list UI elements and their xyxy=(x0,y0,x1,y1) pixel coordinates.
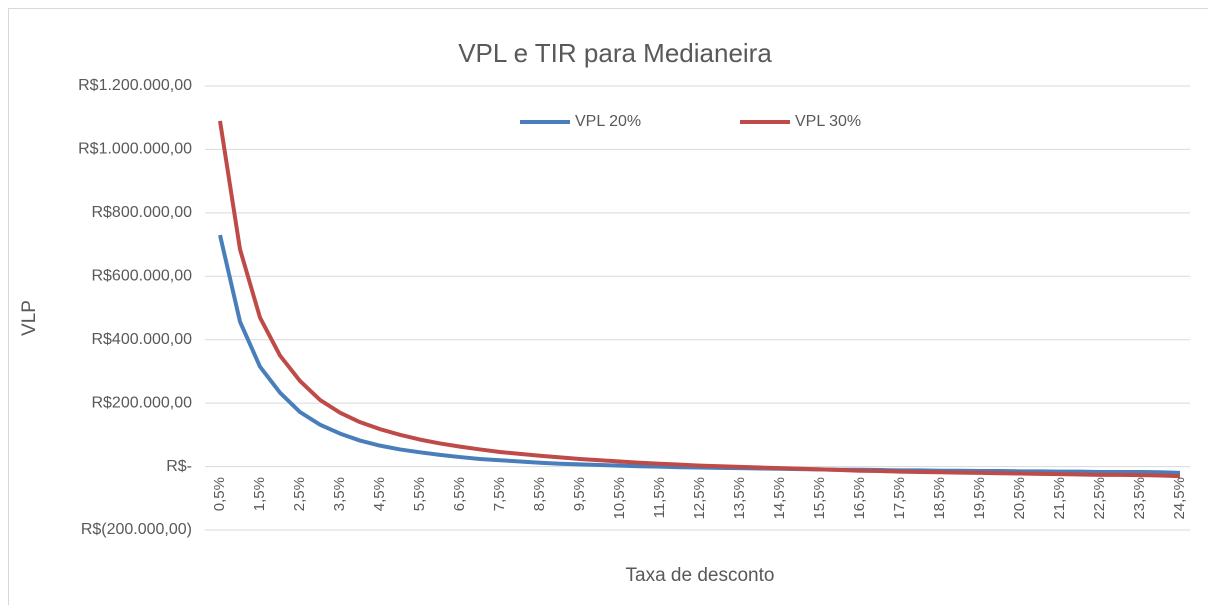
y-axis-title: VLP xyxy=(19,300,40,336)
x-tick-label: 15,5% xyxy=(811,477,828,520)
x-tick-label: 23,5% xyxy=(1131,477,1148,520)
x-tick-label: 21,5% xyxy=(1051,477,1068,520)
y-tick-label: R$(200.000,00) xyxy=(81,521,192,538)
chart-title: VPL e TIR para Medianeira xyxy=(458,38,772,68)
y-tick-label: R$400.000,00 xyxy=(91,331,192,348)
x-tick-label: 22,5% xyxy=(1091,477,1108,520)
line-series xyxy=(218,120,1181,479)
y-tick-label: R$1.000.000,00 xyxy=(78,141,192,158)
x-tick-label: 11,5% xyxy=(651,477,668,518)
y-tick-label: R$- xyxy=(166,458,192,475)
chart-frame xyxy=(8,8,1208,605)
x-tick-label: 12,5% xyxy=(691,477,708,520)
x-tick-label: 16,5% xyxy=(851,477,868,520)
y-tick-label: R$800.000,00 xyxy=(91,204,192,221)
x-tick-label: 8,5% xyxy=(531,477,548,511)
x-tick-label: 20,5% xyxy=(1011,477,1028,520)
x-tick-label: 3,5% xyxy=(331,477,348,511)
x-tick-label: 17,5% xyxy=(891,477,908,520)
x-tick-label: 19,5% xyxy=(971,477,988,520)
x-tick-label: 10,5% xyxy=(611,477,628,520)
x-tick-label: 2,5% xyxy=(291,477,308,511)
x-tick-label: 1,5% xyxy=(251,477,268,511)
y-tick-label: R$200.000,00 xyxy=(91,394,192,411)
x-tick-label: 24,5% xyxy=(1171,477,1188,520)
x-tick-label: 9,5% xyxy=(571,477,588,511)
x-tick-label: 14,5% xyxy=(771,477,788,520)
x-tick-label: 0,5% xyxy=(211,477,228,511)
x-tick-label: 6,5% xyxy=(451,477,468,511)
x-tick-label: 7,5% xyxy=(491,477,508,511)
y-tick-label: R$600.000,00 xyxy=(91,268,192,285)
y-tick-label: R$1.200.000,00 xyxy=(78,77,192,94)
x-tick-label: 4,5% xyxy=(371,477,388,511)
x-tick-label: 18,5% xyxy=(931,477,948,520)
legend-label: VPL 20% xyxy=(575,113,641,130)
x-tick-label: 5,5% xyxy=(411,477,428,511)
x-axis-title: Taxa de desconto xyxy=(626,565,775,586)
x-tick-label: 13,5% xyxy=(731,477,748,520)
legend-label: VPL 30% xyxy=(795,113,861,130)
